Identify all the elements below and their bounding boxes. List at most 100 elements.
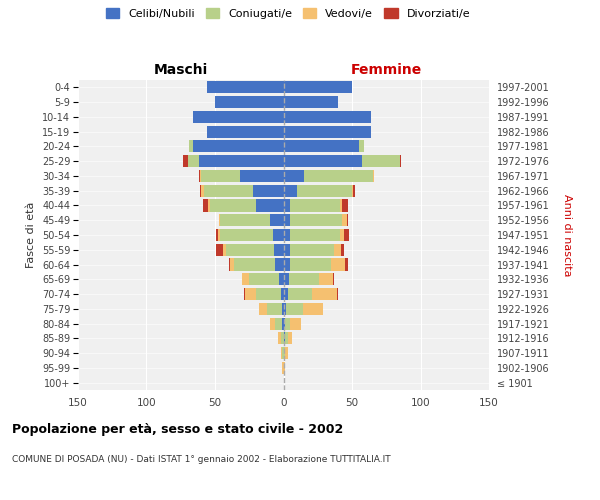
Bar: [312, 288, 337, 300]
Bar: [226, 244, 274, 256]
Bar: [281, 347, 282, 359]
Bar: [400, 155, 401, 167]
Bar: [284, 214, 290, 226]
Bar: [244, 288, 245, 300]
Bar: [270, 318, 275, 330]
Bar: [282, 362, 284, 374]
Bar: [290, 200, 340, 211]
Text: COMUNE DI POSADA (NU) - Dati ISTAT 1° gennaio 2002 - Elaborazione TUTTITALIA.IT: COMUNE DI POSADA (NU) - Dati ISTAT 1° ge…: [12, 455, 391, 464]
Bar: [287, 332, 292, 344]
Text: Popolazione per età, sesso e stato civile - 2002: Popolazione per età, sesso e stato civil…: [12, 422, 343, 436]
Bar: [281, 288, 284, 300]
Bar: [203, 200, 208, 211]
Bar: [253, 184, 284, 197]
Bar: [207, 126, 284, 138]
Bar: [278, 332, 281, 344]
Bar: [256, 288, 281, 300]
Bar: [340, 229, 344, 241]
Bar: [347, 214, 348, 226]
Bar: [359, 140, 364, 152]
Bar: [207, 82, 284, 94]
Bar: [287, 288, 312, 300]
Bar: [284, 170, 304, 182]
Bar: [280, 273, 284, 285]
Bar: [344, 229, 349, 241]
Bar: [239, 170, 284, 182]
Bar: [290, 258, 331, 270]
Bar: [202, 170, 239, 182]
Bar: [284, 96, 338, 108]
Bar: [230, 258, 234, 270]
Bar: [319, 273, 333, 285]
Bar: [285, 347, 287, 359]
Bar: [285, 318, 290, 330]
Bar: [184, 155, 188, 167]
Bar: [189, 140, 193, 152]
Bar: [284, 258, 290, 270]
Bar: [284, 288, 287, 300]
Bar: [209, 200, 256, 211]
Bar: [188, 155, 199, 167]
Bar: [284, 184, 297, 197]
Bar: [373, 170, 374, 182]
Bar: [267, 303, 282, 315]
Bar: [284, 303, 286, 315]
Bar: [333, 273, 334, 285]
Bar: [229, 258, 230, 270]
Bar: [340, 200, 343, 211]
Bar: [270, 214, 284, 226]
Bar: [272, 229, 284, 241]
Bar: [249, 273, 280, 285]
Bar: [256, 200, 284, 211]
Bar: [290, 214, 343, 226]
Bar: [290, 229, 340, 241]
Bar: [290, 244, 334, 256]
Y-axis label: Fasce di età: Fasce di età: [26, 202, 37, 268]
Bar: [286, 303, 302, 315]
Bar: [284, 111, 371, 123]
Bar: [284, 318, 285, 330]
Bar: [297, 184, 352, 197]
Bar: [275, 318, 282, 330]
Bar: [245, 288, 256, 300]
Bar: [341, 244, 344, 256]
Bar: [284, 200, 290, 211]
Bar: [362, 155, 400, 167]
Bar: [284, 82, 352, 94]
Bar: [331, 258, 345, 270]
Bar: [275, 258, 284, 270]
Bar: [282, 318, 284, 330]
Bar: [284, 229, 290, 241]
Bar: [284, 362, 285, 374]
Legend: Celibi/Nubili, Coniugati/e, Vedovi/e, Divorziati/e: Celibi/Nubili, Coniugati/e, Vedovi/e, Di…: [106, 8, 470, 19]
Bar: [274, 244, 284, 256]
Bar: [284, 155, 362, 167]
Bar: [234, 258, 275, 270]
Bar: [284, 140, 359, 152]
Bar: [290, 318, 301, 330]
Bar: [337, 288, 338, 300]
Bar: [223, 244, 226, 256]
Bar: [285, 332, 287, 344]
Bar: [202, 184, 204, 197]
Bar: [282, 347, 284, 359]
Bar: [200, 170, 202, 182]
Text: Femmine: Femmine: [350, 63, 422, 77]
Bar: [242, 273, 249, 285]
Bar: [343, 214, 347, 226]
Bar: [217, 229, 218, 241]
Bar: [217, 244, 223, 256]
Bar: [284, 347, 285, 359]
Bar: [215, 96, 284, 108]
Bar: [302, 303, 323, 315]
Bar: [343, 200, 348, 211]
Bar: [289, 273, 319, 285]
Bar: [193, 111, 284, 123]
Bar: [345, 258, 348, 270]
Bar: [353, 184, 355, 197]
Bar: [352, 184, 353, 197]
Bar: [220, 214, 270, 226]
Bar: [218, 229, 220, 241]
Text: Maschi: Maschi: [154, 63, 208, 77]
Bar: [219, 214, 220, 226]
